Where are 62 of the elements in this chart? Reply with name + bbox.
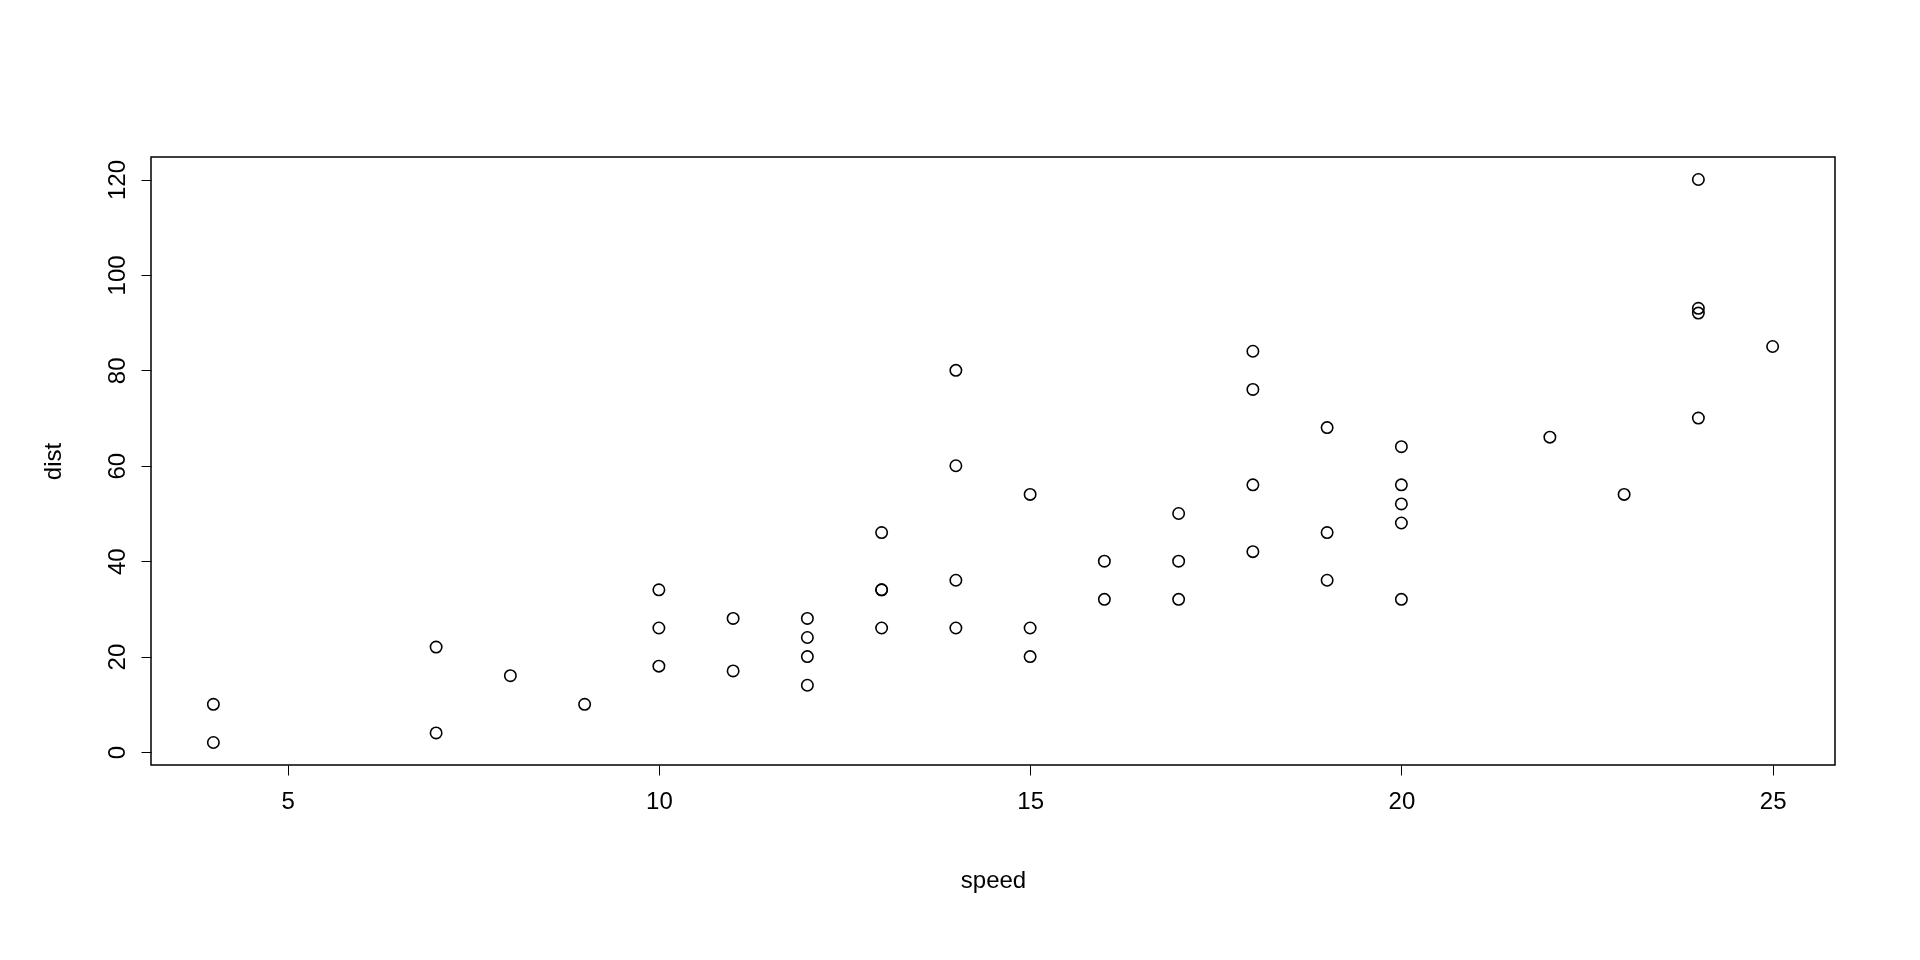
point: [1023, 487, 1037, 501]
point: [1320, 421, 1334, 435]
point: [800, 650, 814, 664]
y-tick-label: 100: [102, 255, 130, 296]
point: [206, 735, 220, 749]
point: [1543, 430, 1557, 444]
point: [429, 640, 443, 654]
y-tick-label: 60: [102, 452, 130, 480]
y-tick-label: 40: [102, 548, 130, 576]
y-tick-label: 80: [102, 357, 130, 385]
x-tick-label: 15: [1017, 786, 1044, 814]
y-tick-label: 20: [102, 643, 130, 671]
point: [1246, 478, 1260, 492]
point: [1172, 554, 1186, 568]
point: [875, 621, 889, 635]
point: [800, 631, 814, 645]
point: [578, 697, 592, 711]
point: [1172, 506, 1186, 520]
point: [800, 678, 814, 692]
point: [1691, 306, 1705, 320]
x-axis-title: speed: [960, 865, 1027, 893]
point: [1394, 592, 1408, 606]
point: [949, 363, 963, 377]
point: [1246, 382, 1260, 396]
point: [1617, 487, 1631, 501]
point: [1023, 621, 1037, 635]
point: [875, 526, 889, 540]
point: [1320, 526, 1334, 540]
y-tick-label: 0: [102, 745, 130, 760]
x-tick-label: 5: [281, 786, 295, 814]
point: [1394, 516, 1408, 530]
point: [206, 697, 220, 711]
point: [503, 669, 517, 683]
y-tick-label: 120: [102, 160, 130, 201]
point: [1691, 411, 1705, 425]
point: [949, 621, 963, 635]
point: [949, 459, 963, 473]
point: [429, 726, 443, 740]
point: [1691, 301, 1705, 315]
point: [652, 583, 666, 597]
point: [800, 611, 814, 625]
x-tick-label: 10: [646, 786, 673, 814]
x-tick-label: 20: [1388, 786, 1416, 814]
point: [652, 659, 666, 673]
y-axis-title: dist: [38, 442, 66, 481]
point: [1097, 592, 1111, 606]
point: [1394, 497, 1408, 511]
point: [949, 573, 963, 587]
point: [1394, 478, 1408, 492]
point: [726, 611, 740, 625]
point: [1246, 545, 1260, 559]
point: [1023, 650, 1037, 664]
point: [1766, 340, 1780, 353]
point: [1246, 344, 1260, 358]
point: [1394, 440, 1408, 454]
point: [1172, 592, 1186, 606]
x-tick-label: 25: [1759, 786, 1787, 814]
point: [1320, 573, 1334, 587]
point: [1097, 554, 1111, 568]
point: [726, 664, 740, 678]
point: [1691, 173, 1705, 187]
point: [652, 621, 666, 635]
